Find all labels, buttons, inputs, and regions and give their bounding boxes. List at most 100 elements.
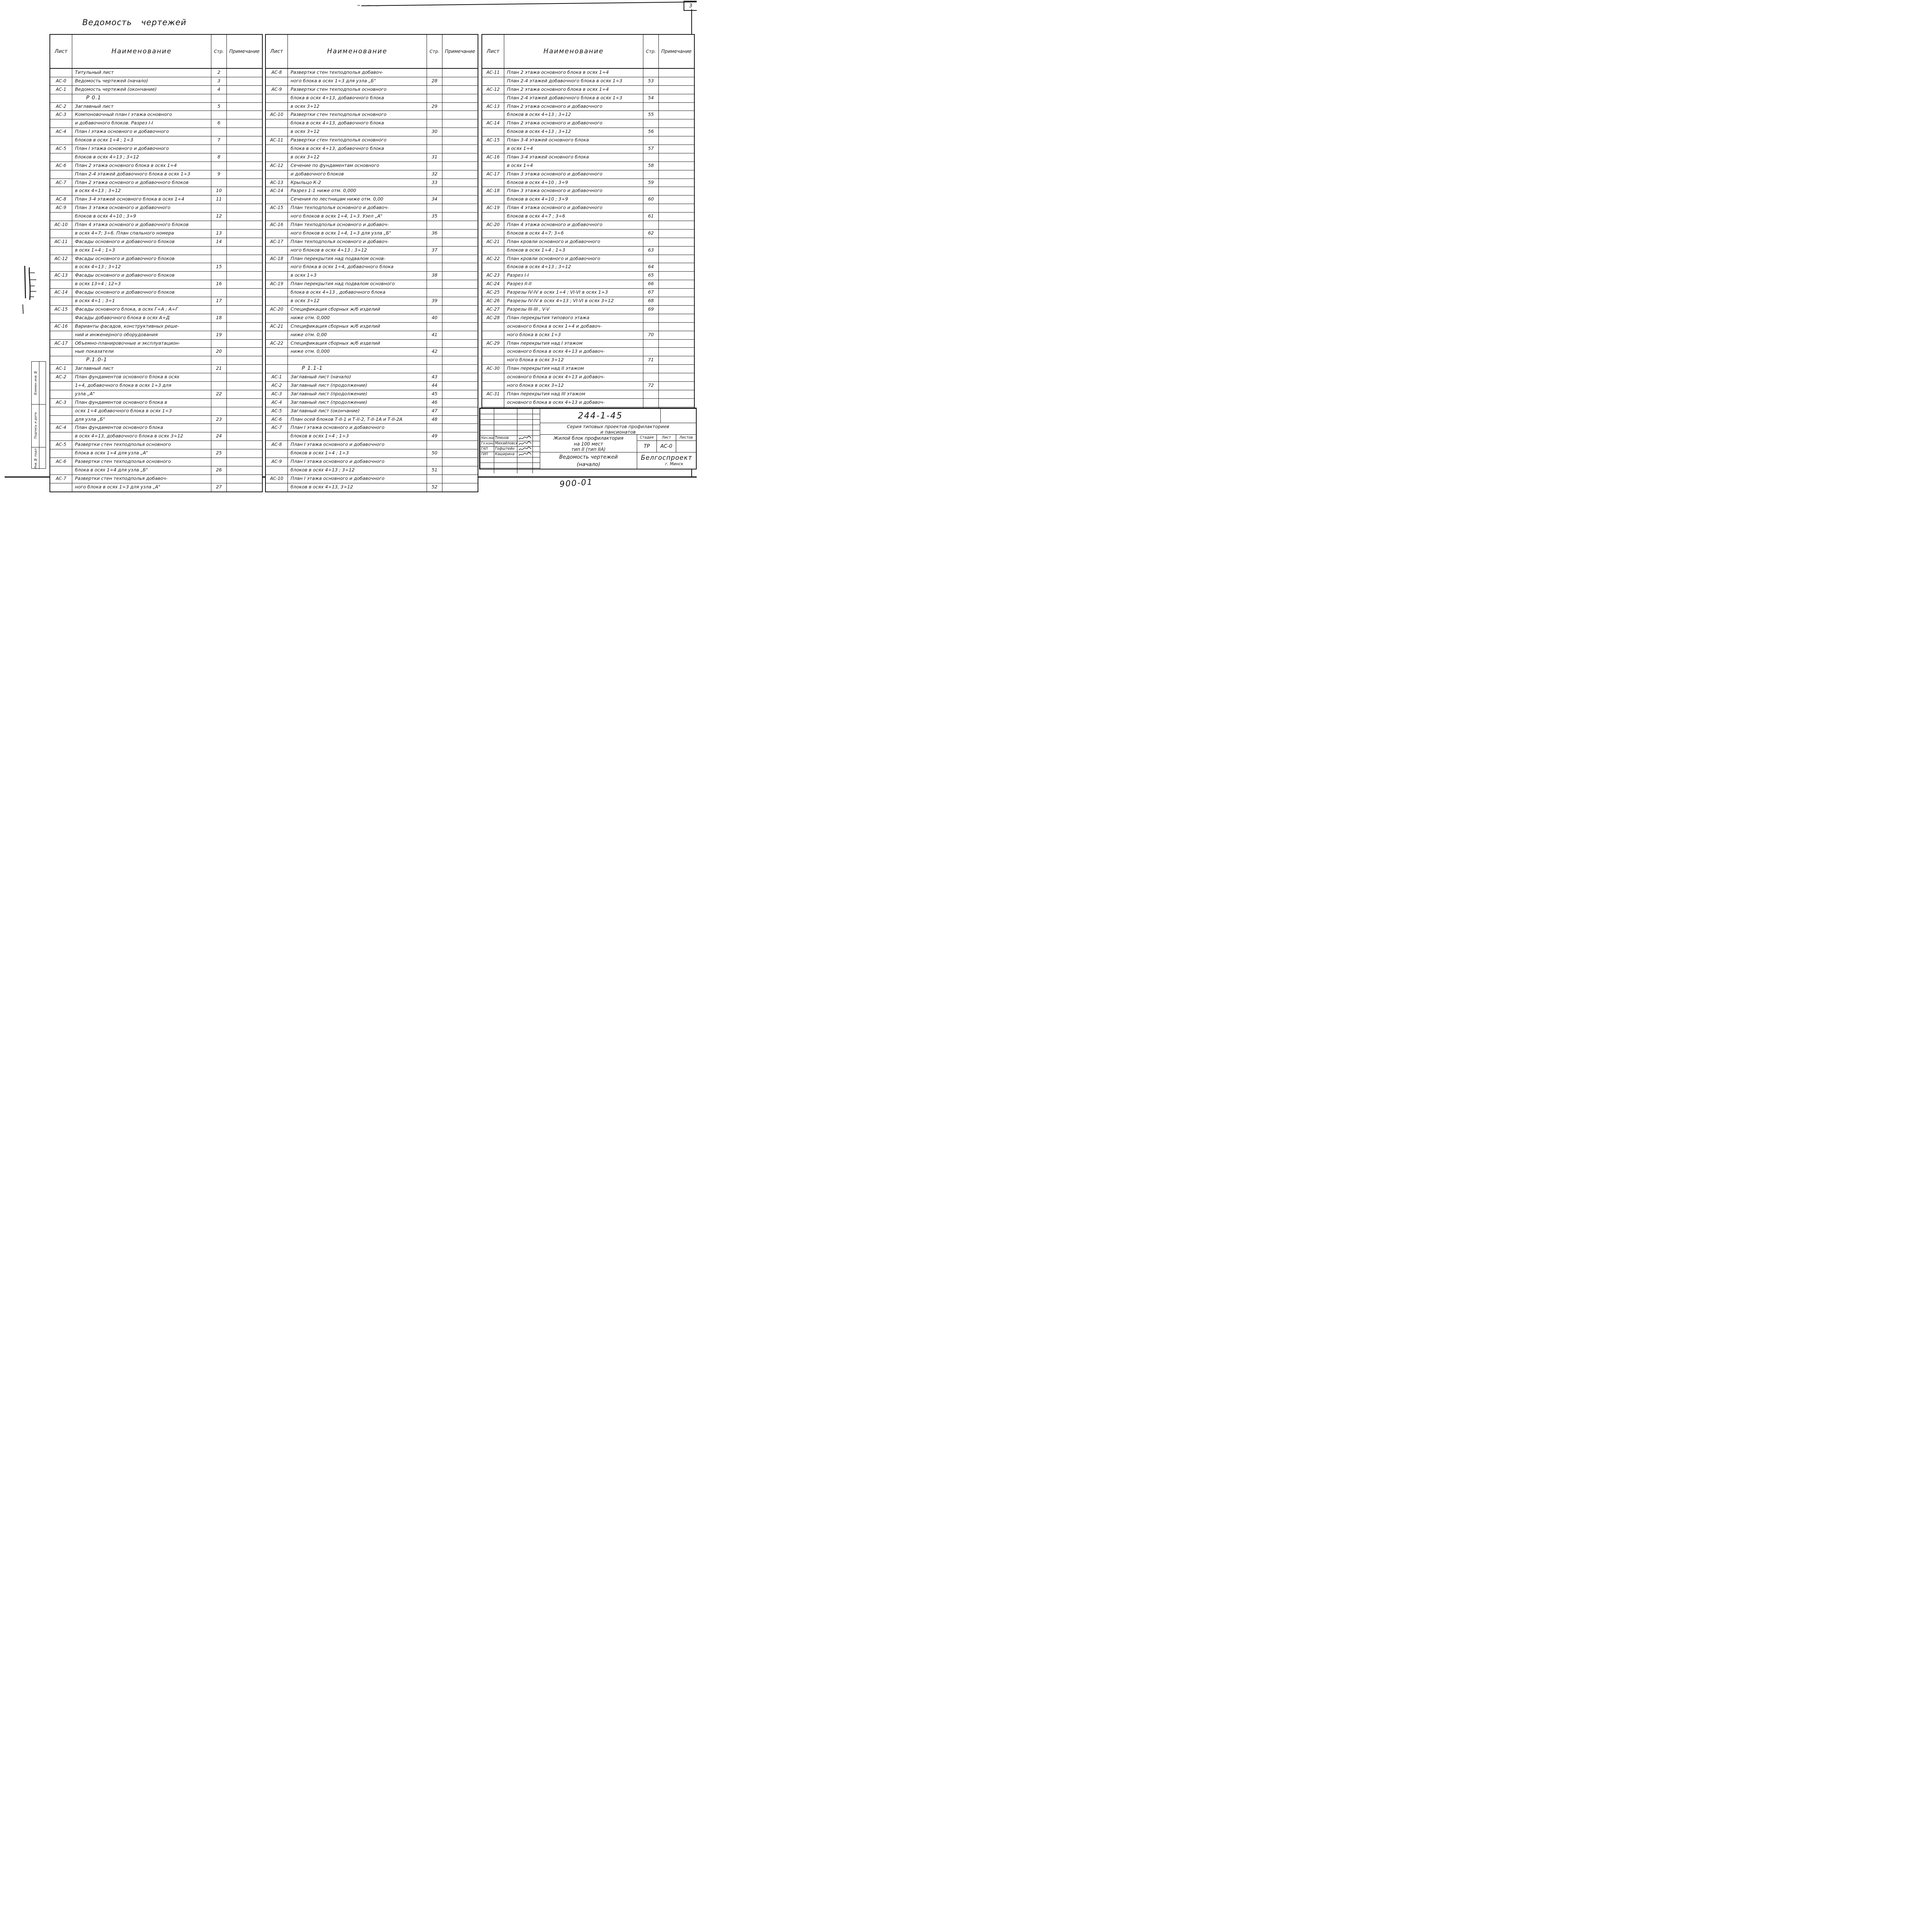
table-row: ного блока в осях 3÷12 71 xyxy=(482,356,694,365)
staff-row xyxy=(480,409,540,414)
cell-note xyxy=(442,458,478,466)
cell-name: основного блока в осях 1÷4 и добавоч- xyxy=(504,322,643,331)
table-row: АС-29 План перекрытия над I этажом xyxy=(482,339,694,348)
cell-sheet xyxy=(50,466,72,474)
cell-page: 62 xyxy=(643,229,659,238)
cell-name: Разрезы IV-IV в осях 1÷4 ; VI-VI в осях … xyxy=(504,289,643,297)
cell-sheet: АС-11 xyxy=(482,69,504,77)
section-row: Р 1.1-1 xyxy=(266,365,478,374)
cell-page: 53 xyxy=(643,77,659,85)
staff-role xyxy=(480,420,494,425)
cell-page xyxy=(211,407,227,415)
cell-name: План 4 этажа основного и добавочного бло… xyxy=(72,221,211,229)
cell-sheet: АС-9 xyxy=(50,204,72,213)
cell-page: 29 xyxy=(427,102,442,111)
cell-name: Развертки стен техподполья основного xyxy=(72,441,211,449)
cell-page xyxy=(427,424,442,432)
cell-note xyxy=(442,348,478,356)
table-row: блока в осях 1÷4 для узла „Б" 26 xyxy=(50,466,262,475)
cell-name: основного блока в осях 4÷13 и добавоч- xyxy=(504,398,643,407)
cell-name: Фасады основного и добавочного блоков xyxy=(72,238,211,246)
cell-page xyxy=(427,94,442,102)
cell-page: 59 xyxy=(643,179,659,187)
staff-date-cell xyxy=(533,420,540,425)
cell-name: ного блоков в осях 4÷13 ; 3÷12 xyxy=(288,246,427,255)
cell-name: Развертки стен техподполья основного xyxy=(288,136,427,145)
cell-page: 70 xyxy=(643,331,659,339)
cell-page: 22 xyxy=(211,390,227,398)
table-row: АС-8 План 3-4 этажей основного блока в ос… xyxy=(50,196,262,204)
cell-note xyxy=(442,145,478,153)
cell-page: 55 xyxy=(643,111,659,119)
table-row: в осях 4÷7; 3÷6. План спального номера 13 xyxy=(50,229,262,238)
cell-note xyxy=(442,111,478,119)
table-row: АС-1 Заглавный лист 21 xyxy=(50,365,262,374)
cell-note xyxy=(227,136,262,145)
cell-note xyxy=(442,449,478,457)
cell-note xyxy=(659,204,694,212)
cell-note xyxy=(442,390,478,398)
staff-row xyxy=(480,468,540,473)
staff-signature xyxy=(517,463,533,468)
table-row: 1÷4, добавочного блока в осях 1÷3 для xyxy=(50,381,262,390)
cell-name: План техподполья основного и добавоч- xyxy=(288,238,427,246)
cell-name: Спецификация сборных ж/б изделий xyxy=(288,322,427,331)
cell-note xyxy=(659,340,694,348)
page-number-box: 3 xyxy=(684,1,697,11)
cell-note xyxy=(442,373,478,381)
table-row: блоков в осях 4÷13, 3÷12 52 xyxy=(266,483,478,492)
cell-note xyxy=(227,221,262,229)
table-row: План 2-4 этажей добавочного блока в осях… xyxy=(482,77,694,86)
table-row: АС-12 Сечение по фундаментам основного xyxy=(266,162,478,170)
table-row: АС-4 План I этажа основного и добавочного xyxy=(50,128,262,137)
cell-note xyxy=(442,483,478,492)
cell-sheet xyxy=(50,119,72,128)
table-row: АС-4 Заглавный лист (продолжение) 46 xyxy=(266,398,478,407)
staff-date-cell xyxy=(533,468,540,473)
cell-page: 20 xyxy=(211,348,227,356)
cell-page xyxy=(643,339,659,348)
cell-sheet xyxy=(266,102,288,111)
cell-sheet xyxy=(50,94,72,102)
staff-name xyxy=(494,468,517,473)
cell-sheet: АС-13 xyxy=(482,102,504,111)
cell-name: Развертки стен техподполья основного xyxy=(288,111,427,119)
cell-name: в осях 4÷13 ; 3÷12 xyxy=(72,263,211,272)
table-row: АС-16 План техподполья основного и добаво… xyxy=(266,221,478,230)
table-row: АС-14 Разрез 1-1 ниже отм. 0,000 xyxy=(266,187,478,196)
staff-name xyxy=(494,463,517,468)
cell-name: Разрезы IV-IV в осях 4÷13 ; VI-VI в осях… xyxy=(504,297,643,305)
staff-name xyxy=(494,409,517,414)
table-row: АС-3 Заглавный лист (продолжение) 45 xyxy=(266,390,478,399)
table-row: АС-17 Объемно-планировочные и эксплуатаци… xyxy=(50,339,262,348)
cell-sheet: АС-2 xyxy=(50,373,72,381)
cell-name: План перекрытия типового этажа xyxy=(504,314,643,322)
table-row: АС-10 План I этажа основного и добавочног… xyxy=(266,474,478,483)
cell-sheet xyxy=(266,289,288,297)
scan-artifact-line xyxy=(361,2,697,6)
cell-page xyxy=(643,398,659,407)
cell-note xyxy=(442,179,478,187)
cell-name: ного блока в осях 1÷3 для узла „А" xyxy=(72,483,211,492)
header-note: Примечание xyxy=(661,49,692,54)
cell-note xyxy=(442,153,478,162)
cell-name: План 3-4 этажей основного блока xyxy=(504,136,643,145)
table-body: Титульный лист 2 АС-0 Ведомость чертежей (н… xyxy=(50,69,262,492)
cell-name: Разрез I-I xyxy=(504,272,643,280)
cell-name: Спецификация сборных ж/б изделий xyxy=(288,305,427,314)
border-stamp-margin: Взамен инв.№ Подпись и дата Инв.№ подл. xyxy=(31,361,46,469)
cell-name: Фасады добавочного блока в осях А÷Д xyxy=(72,314,211,322)
cell-note xyxy=(442,230,478,238)
cell-page xyxy=(211,255,227,263)
table-row: АС-1 Ведомость чертежей (окончание) 4 xyxy=(50,85,262,94)
cell-sheet: АС-15 xyxy=(50,305,72,314)
staff-row: ГАП Гофштейн xyxy=(480,447,540,452)
cell-sheet: АС-20 xyxy=(482,221,504,229)
cell-page: 44 xyxy=(427,381,442,390)
staff-date-cell xyxy=(533,409,540,414)
staff-name xyxy=(494,425,517,430)
header-page: Стр. xyxy=(427,35,442,68)
cell-sheet xyxy=(50,136,72,145)
cell-sheet: АС-21 xyxy=(482,238,504,246)
cell-page: 32 xyxy=(427,170,442,179)
